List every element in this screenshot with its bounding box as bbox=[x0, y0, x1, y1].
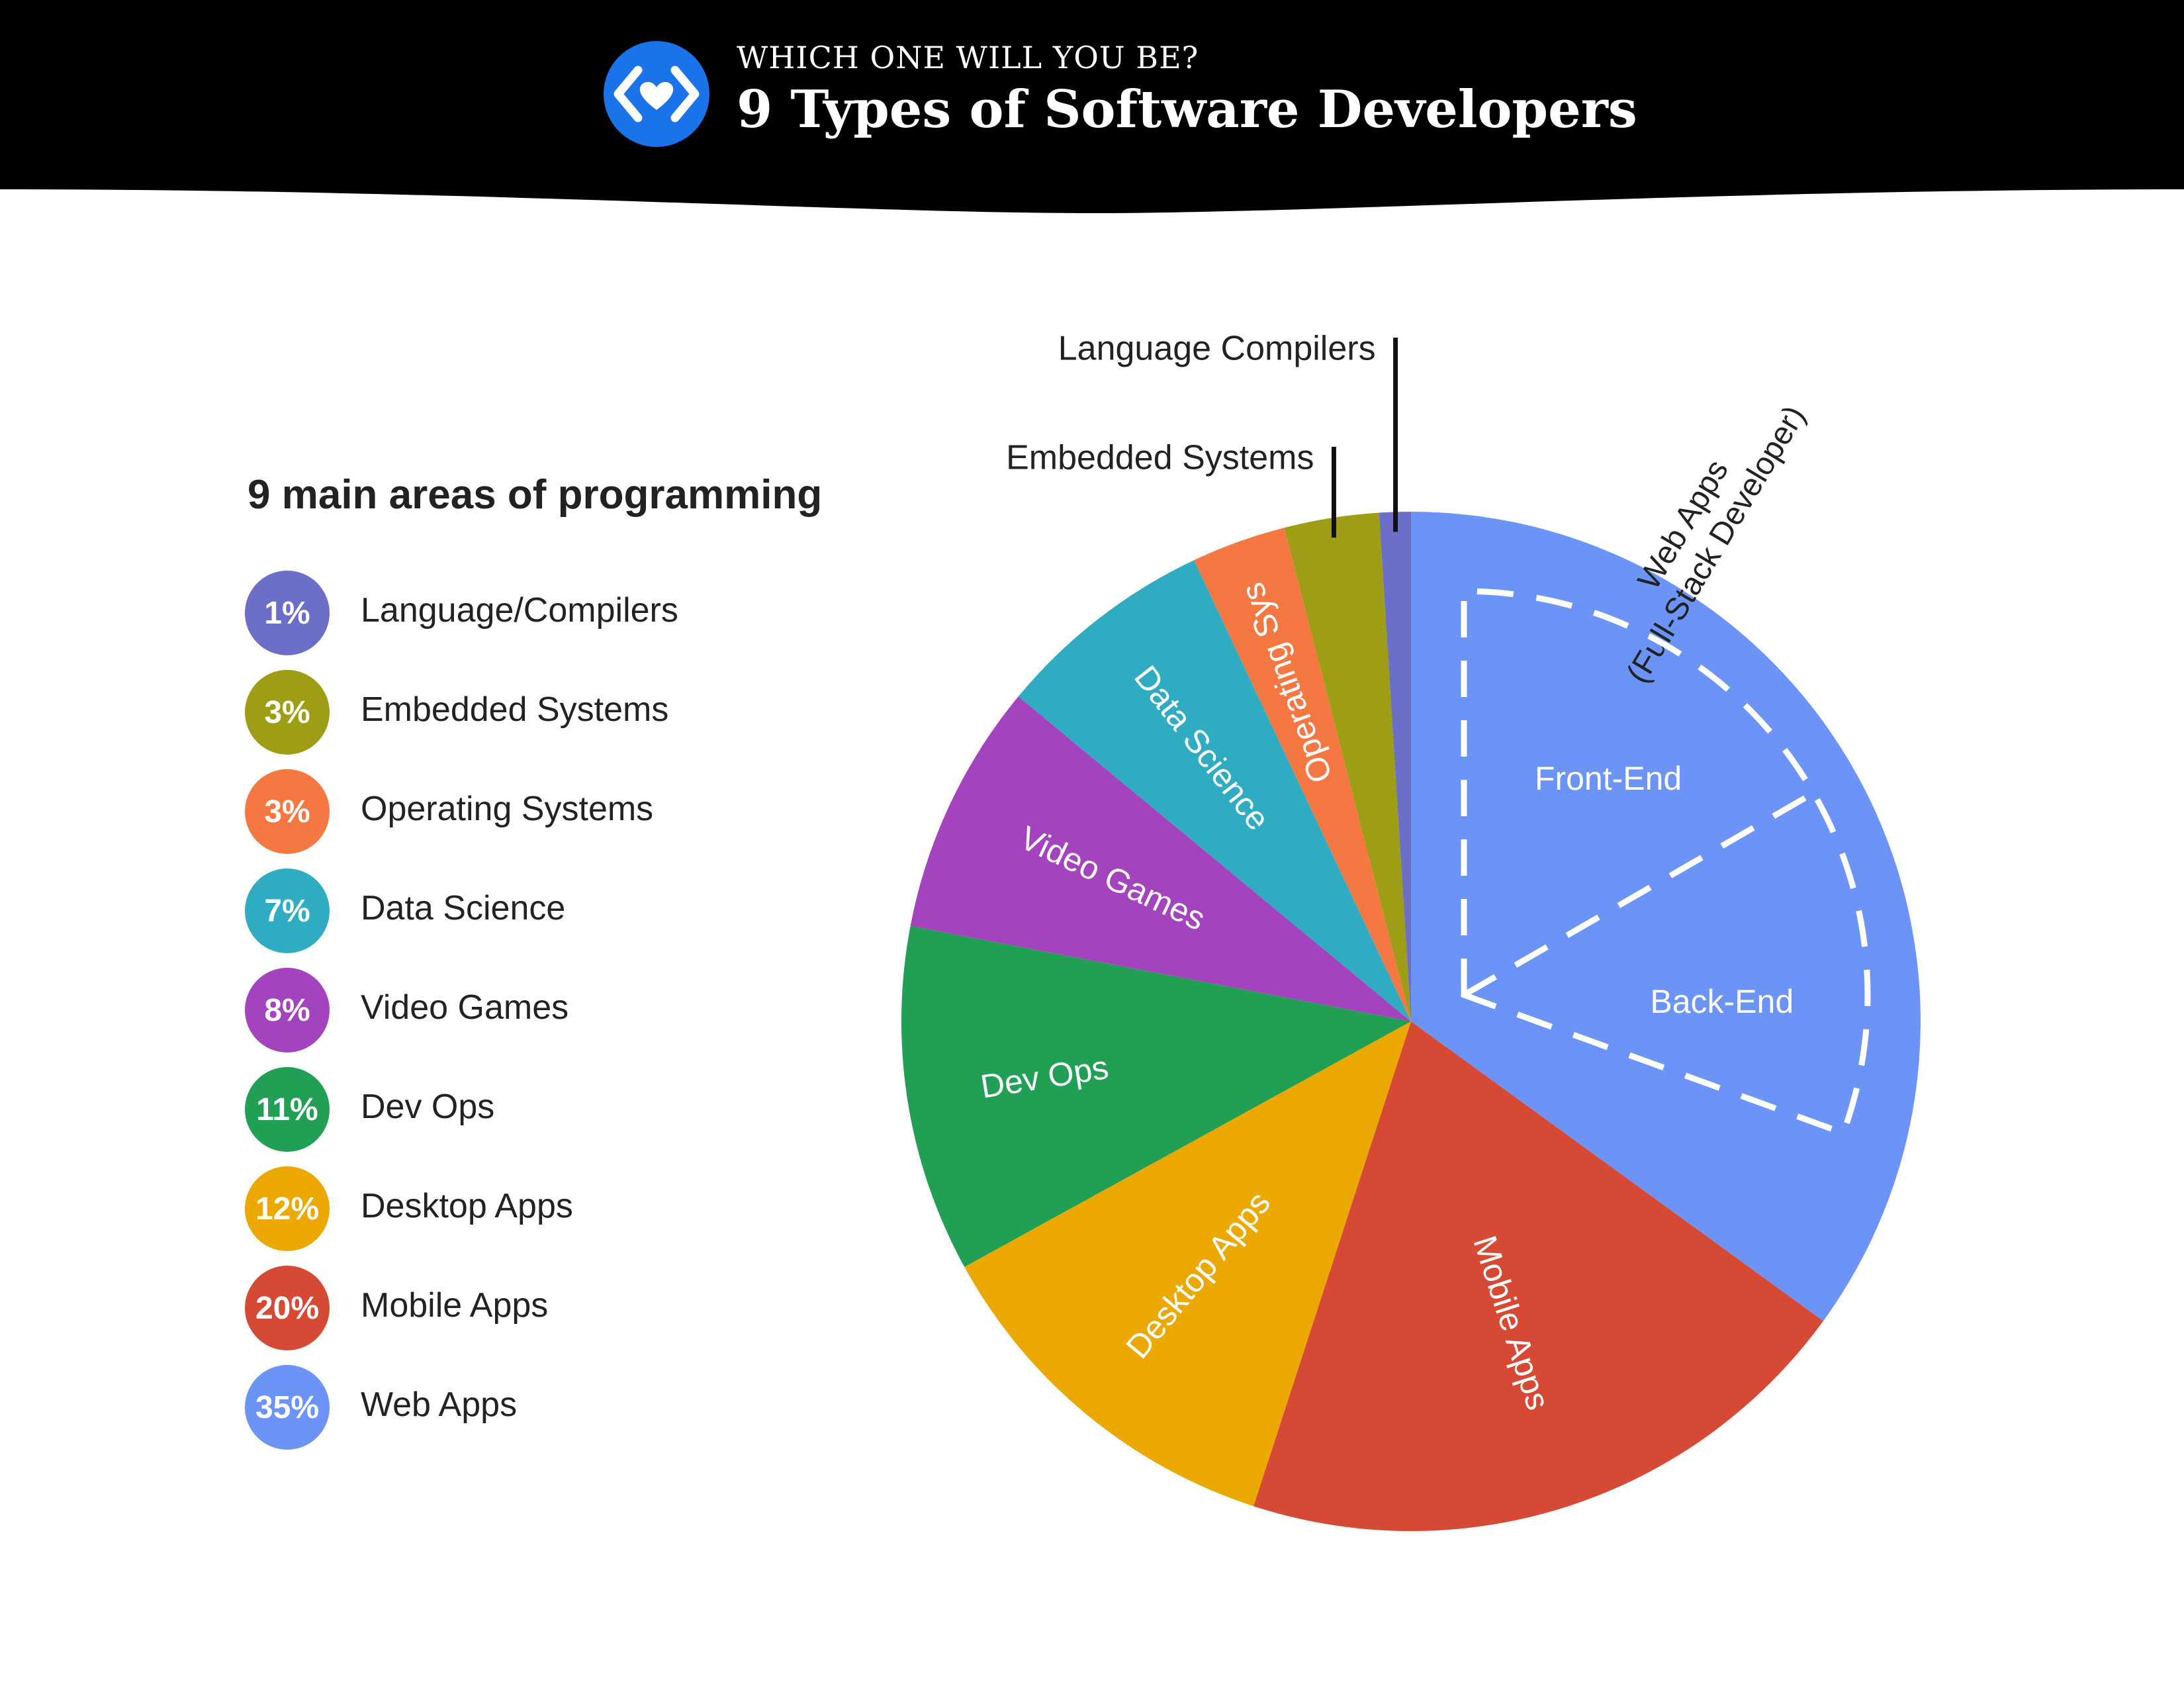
pie-slice-dev-ops bbox=[901, 925, 1411, 1267]
percent-badge: 3% bbox=[245, 769, 330, 854]
legend-label: Language/Compilers bbox=[361, 591, 678, 630]
legend-label: Operating Systems bbox=[361, 790, 654, 828]
callout-label-language-compilers: Language Compilers bbox=[1058, 330, 1376, 368]
pie-slice-language-compilers bbox=[1379, 512, 1411, 1021]
front-back-divider bbox=[1462, 790, 1815, 998]
pie-slice-operating-systems bbox=[1194, 528, 1411, 1021]
legend-label: Embedded Systems bbox=[361, 690, 669, 729]
code-heart-icon bbox=[604, 41, 709, 147]
sub-label-back-end: Back-End bbox=[1650, 983, 1794, 1020]
pie-slice-mobile-apps bbox=[1253, 1021, 1823, 1531]
legend-item: 3% Operating Systems bbox=[245, 769, 907, 855]
legend-item: 35% Web Apps bbox=[245, 1365, 907, 1451]
legend-label: Video Games bbox=[361, 988, 569, 1027]
legend-item: 11% Dev Ops bbox=[245, 1067, 907, 1153]
percent-badge: 7% bbox=[245, 868, 330, 953]
pie-slice-video-games bbox=[910, 696, 1411, 1021]
legend-item: 12% Desktop Apps bbox=[245, 1166, 907, 1252]
legend-title: 9 main areas of programming bbox=[248, 472, 823, 518]
percent-badge: 20% bbox=[245, 1266, 330, 1350]
percent-badge: 8% bbox=[245, 968, 330, 1053]
legend-item: 20% Mobile Apps bbox=[245, 1266, 907, 1352]
pie-slice-data-science bbox=[1018, 560, 1411, 1021]
header-kicker: WHICH ONE WILL YOU BE? bbox=[737, 40, 1199, 75]
legend-label: Dev Ops bbox=[361, 1088, 495, 1126]
percent-badge: 35% bbox=[245, 1365, 330, 1450]
percent-badge: 12% bbox=[245, 1166, 330, 1251]
legend-item: 3% Embedded Systems bbox=[245, 670, 907, 756]
legend-label: Web Apps bbox=[361, 1385, 518, 1424]
pie-slice-desktop-apps bbox=[964, 1021, 1411, 1507]
page-title: 9 Types of Software Developers bbox=[737, 79, 1637, 140]
legend-item: 1% Language/Compilers bbox=[245, 571, 907, 657]
sub-label-front-end: Front-End bbox=[1535, 760, 1682, 797]
header-background bbox=[0, 0, 2184, 213]
legend-label: Mobile Apps bbox=[361, 1286, 549, 1325]
full-stack-dashed-outline bbox=[1461, 588, 1871, 1137]
legend-item: 7% Data Science bbox=[245, 868, 907, 955]
pie-slice-embedded-systems bbox=[1284, 512, 1411, 1021]
header-banner: WHICH ONE WILL YOU BE? 9 Types of Softwa… bbox=[0, 0, 2184, 225]
percent-badge: 3% bbox=[245, 670, 330, 755]
pie-slice-web-apps bbox=[1411, 512, 1921, 1321]
percent-badge: 1% bbox=[245, 571, 330, 655]
callout-label-embedded-systems: Embedded Systems bbox=[1006, 439, 1314, 477]
percent-badge: 11% bbox=[245, 1067, 330, 1152]
legend-item: 8% Video Games bbox=[245, 968, 907, 1054]
legend-label: Data Science bbox=[361, 889, 566, 927]
legend-label: Desktop Apps bbox=[361, 1187, 573, 1225]
